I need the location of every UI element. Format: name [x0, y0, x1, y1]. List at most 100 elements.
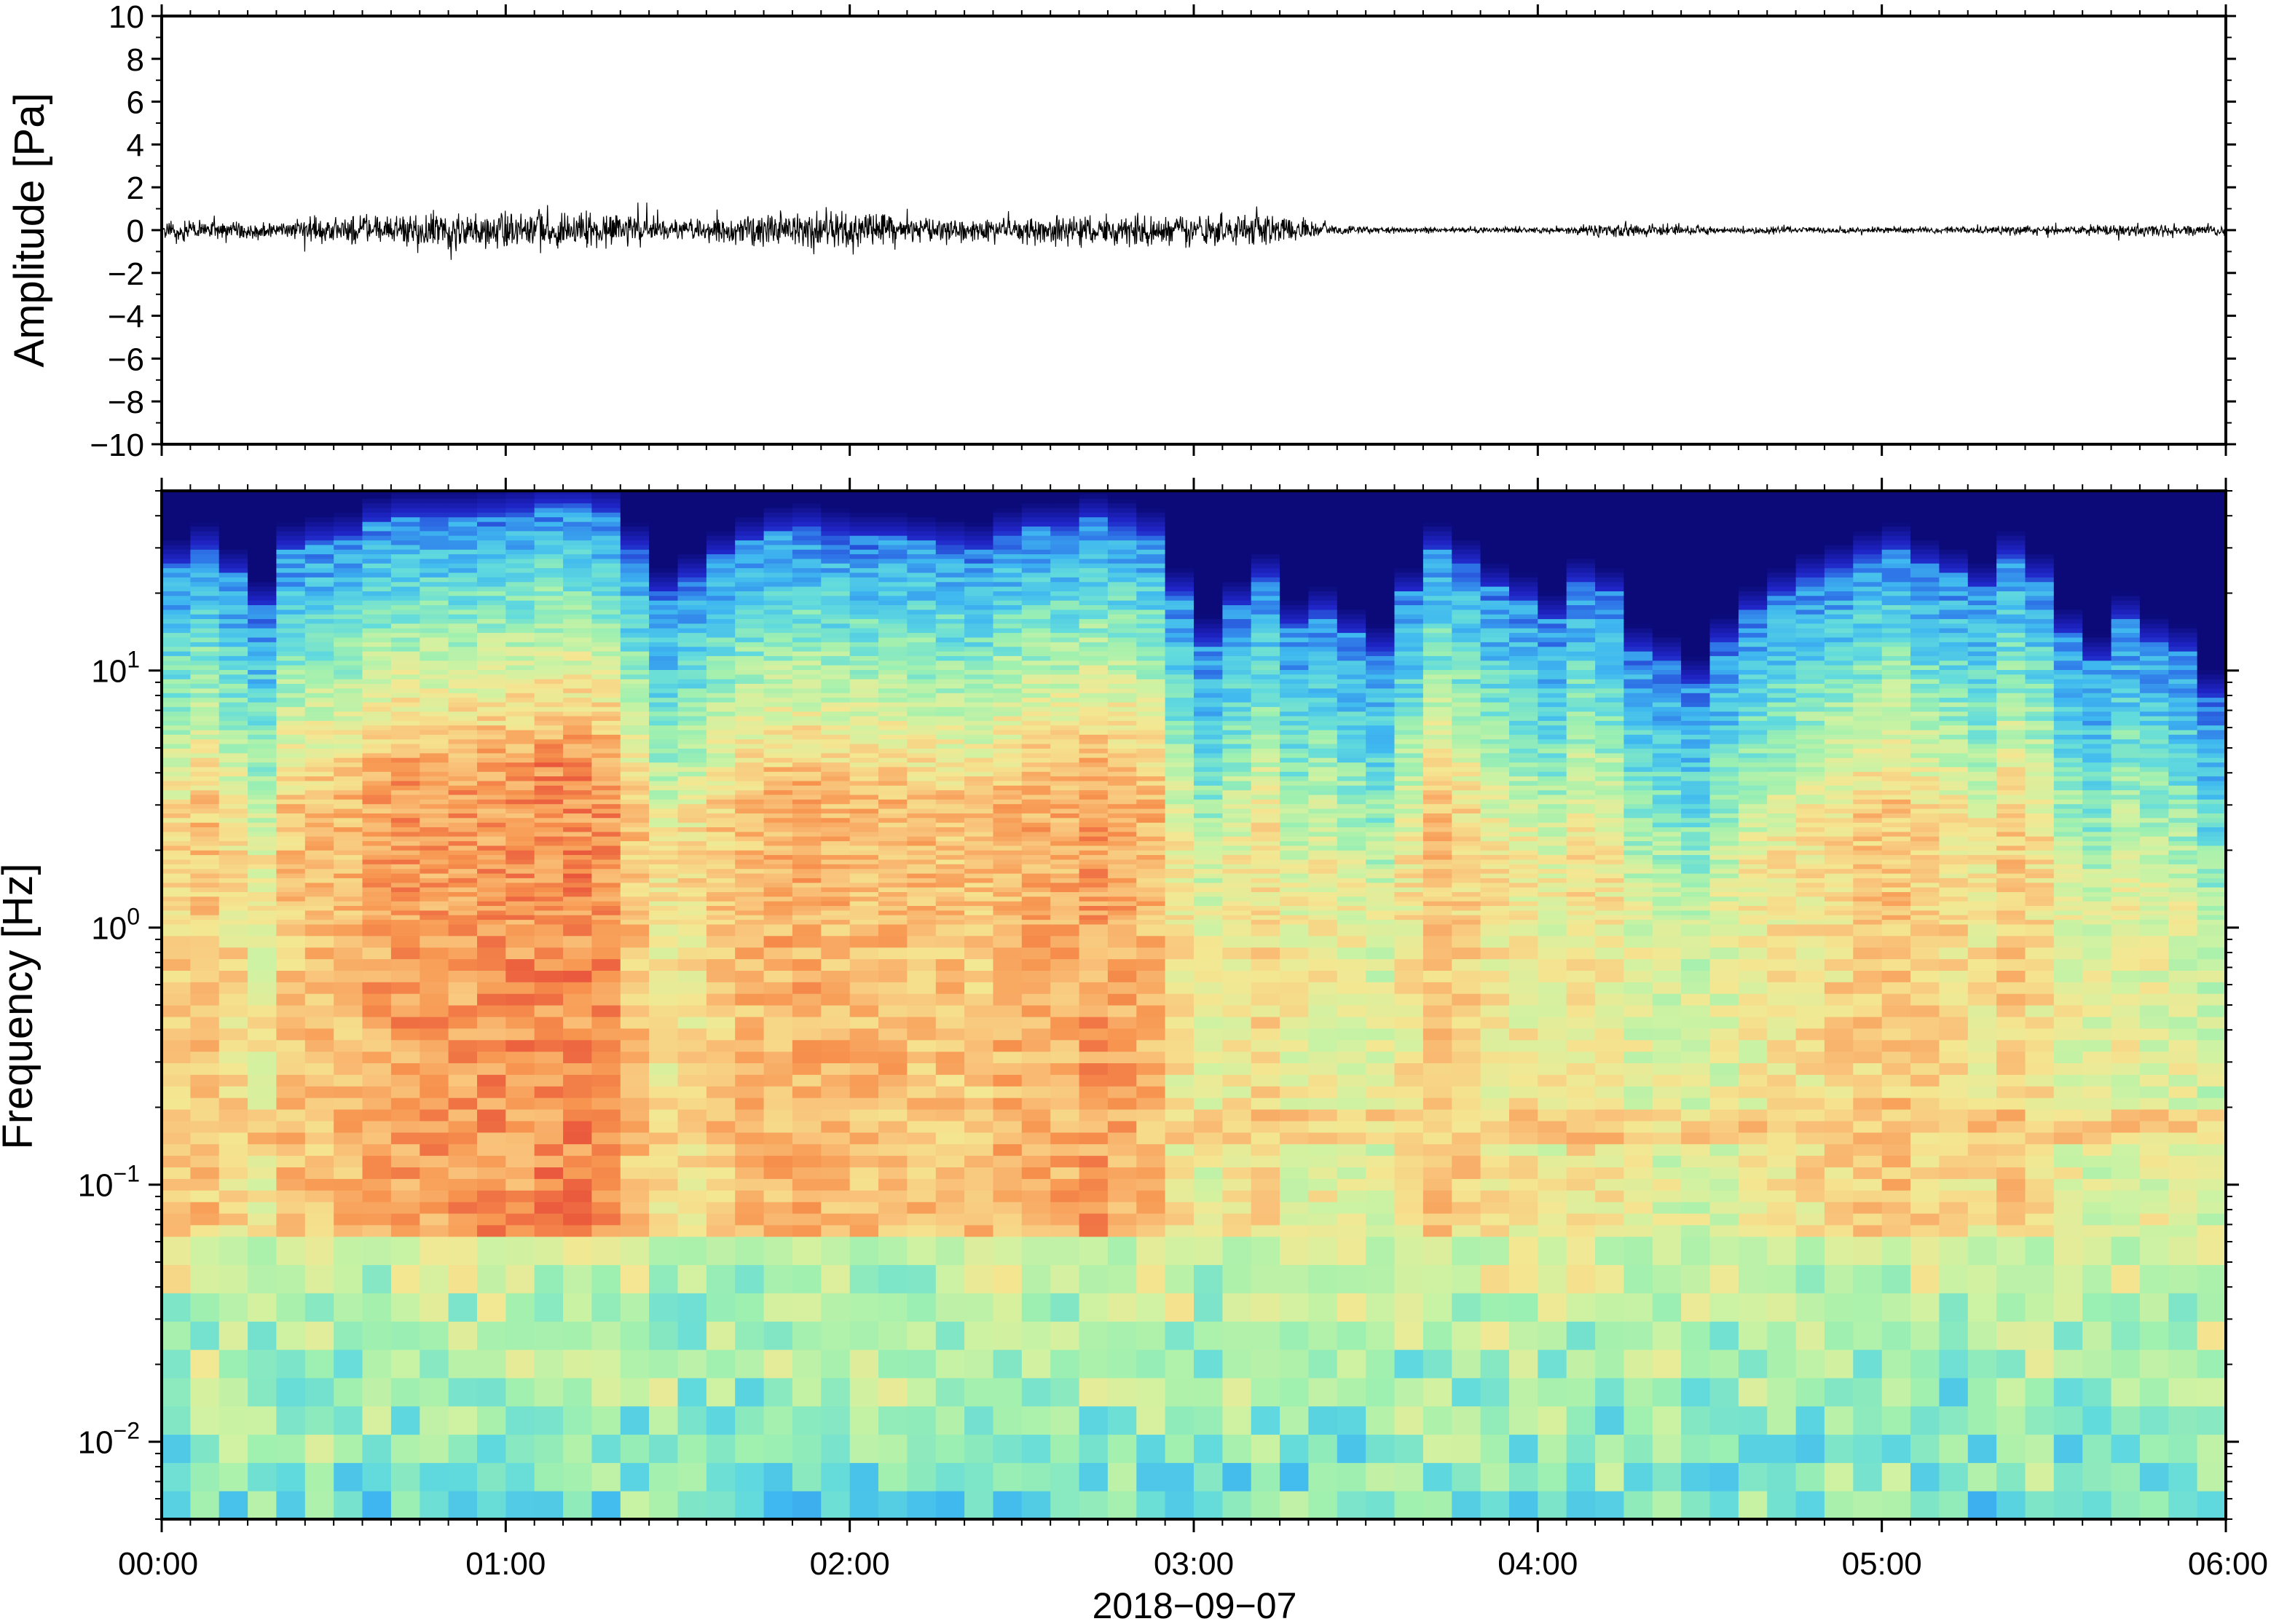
spectrogram-cell — [735, 766, 765, 772]
spectrogram-cell — [1165, 901, 1194, 906]
spectrogram-cell — [190, 901, 220, 906]
spectrogram-cell — [248, 604, 278, 610]
spectrogram-cell — [591, 683, 621, 689]
spectrogram-cell — [821, 1039, 851, 1052]
spectrogram-cell — [420, 572, 449, 578]
spectrogram-cell — [362, 563, 392, 569]
spectrogram-cell — [304, 822, 334, 827]
spectrogram-cell — [1021, 558, 1051, 564]
spectrogram-cell — [477, 854, 506, 860]
spectrogram-cell — [792, 1039, 822, 1052]
spectrogram-cell — [420, 715, 449, 721]
spectrogram-cell — [706, 1491, 736, 1519]
spectrogram-cell — [304, 1039, 334, 1052]
spectrogram-cell — [706, 720, 736, 726]
spectrogram-cell — [505, 604, 535, 610]
spectrogram-cell — [849, 614, 879, 620]
spectrogram-cell — [935, 1155, 965, 1167]
spectrogram-cell — [763, 632, 793, 638]
spectrogram-cell — [190, 1086, 220, 1098]
spectrogram-cell — [304, 563, 334, 569]
spectrogram-cell — [1165, 660, 1194, 666]
spectrogram-cell — [162, 982, 191, 994]
spectrogram-cell — [878, 845, 908, 851]
spectrogram-cell — [219, 859, 248, 864]
spectrogram-cell — [563, 799, 593, 805]
spectrogram-cell — [1050, 1406, 1080, 1435]
spectrogram-cell — [219, 901, 248, 906]
spectrogram-cell — [763, 697, 793, 703]
spectrogram-cell — [534, 586, 564, 591]
spectrogram-cell — [563, 780, 593, 786]
spectrogram-cell — [219, 752, 248, 758]
spectrogram-cell — [763, 701, 793, 707]
spectrogram-cell — [1165, 1063, 1194, 1075]
spectrogram-cell — [1050, 636, 1080, 642]
spectrogram-cell — [162, 1213, 191, 1226]
spectrogram-cell — [620, 958, 650, 971]
spectrogram-cell — [1050, 1349, 1080, 1379]
spectrogram-cell — [591, 586, 621, 591]
spectrogram-cell — [563, 669, 593, 675]
spectrogram-cell — [563, 1016, 593, 1029]
spectrogram-cell — [591, 614, 621, 620]
spectrogram-cell — [849, 799, 879, 805]
spectrogram-cell — [878, 720, 908, 726]
spectrogram-cell — [477, 558, 506, 564]
spectrogram-cell — [993, 1063, 1023, 1075]
spectrogram-cell — [390, 1039, 420, 1052]
spectrogram-cell — [1107, 1039, 1137, 1052]
spectrogram-cell — [190, 1155, 220, 1167]
spectrogram-cell — [420, 540, 449, 545]
spectrogram-cell — [334, 632, 363, 638]
spectrogram-cell — [1021, 919, 1051, 925]
spectrogram-cell — [649, 771, 679, 777]
spectrogram-cell — [248, 896, 278, 902]
spectrogram-cell — [649, 521, 679, 527]
spectrogram-cell — [821, 544, 851, 550]
spectrogram-cell — [304, 512, 334, 518]
spectrogram-cell — [735, 923, 765, 937]
spectrogram-cell — [591, 1264, 621, 1293]
spectrogram-cell — [390, 600, 420, 605]
spectrogram-cell — [190, 650, 220, 656]
spectrogram-cell — [563, 535, 593, 541]
spectrogram-cell — [505, 679, 535, 684]
spectrogram-cell — [1021, 1434, 1051, 1463]
spectrogram-cell — [993, 915, 1023, 921]
spectrogram-cell — [1107, 785, 1137, 791]
spectrogram-cell — [534, 655, 564, 661]
spectrogram-cell — [591, 701, 621, 707]
spectrogram-cell — [1079, 669, 1109, 675]
spectrogram-cell — [878, 701, 908, 707]
spectrogram-cell — [677, 1178, 707, 1191]
spectrogram-cell — [534, 498, 564, 504]
spectrogram-cell — [821, 776, 851, 781]
spectrogram-cell — [620, 859, 650, 864]
spectrogram-cell — [534, 530, 564, 536]
spectrogram-cell — [563, 1074, 593, 1087]
spectrogram-cell — [534, 646, 564, 652]
spectrogram-cell — [1079, 1406, 1109, 1435]
spectrogram-cell — [677, 535, 707, 541]
spectrogram-cell — [1107, 563, 1137, 569]
spectrogram-cell — [792, 526, 822, 532]
spectrogram-cell — [1107, 1213, 1137, 1226]
spectrogram-cell — [878, 827, 908, 832]
spectrogram-cell — [821, 595, 851, 601]
spectrogram-cell — [420, 636, 449, 642]
spectrogram-cell — [763, 947, 793, 960]
spectrogram-cell — [620, 706, 650, 712]
spectrogram-cell — [792, 683, 822, 689]
spectrogram-cell — [620, 854, 650, 860]
spectrogram-cell — [849, 530, 879, 536]
spectrogram-cell — [677, 1155, 707, 1167]
spectrogram-cell — [219, 794, 248, 800]
spectrogram-cell — [1079, 910, 1109, 915]
spectrogram-cell — [907, 567, 937, 573]
spectrogram-cell — [448, 701, 478, 707]
spectrogram-cell — [534, 618, 564, 624]
spectrogram-cell — [792, 521, 822, 527]
spectrogram-cell — [1107, 1377, 1137, 1407]
spectrogram-cell — [792, 665, 822, 670]
